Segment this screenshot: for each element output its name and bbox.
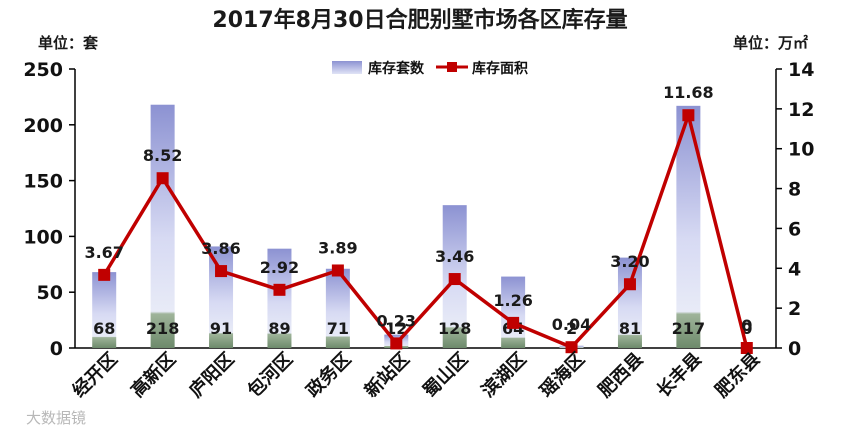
line-marker [331, 264, 344, 277]
legend-line-label: 库存面积 [472, 60, 528, 77]
line-value-label: 3.20 [610, 252, 649, 271]
x-axis-label: 包河区 [243, 348, 297, 402]
bar-value-label: 0 [741, 319, 752, 338]
left-tick-label: 150 [23, 171, 63, 193]
legend-line-marker [447, 62, 457, 72]
bar-value-labels: 6821891897112128642812170 [93, 319, 752, 338]
left-axis-ticks: 0 50 100 150 200 250 [23, 59, 75, 360]
right-tick-label: 8 [788, 179, 801, 201]
line-value-label: 0.23 [377, 311, 416, 330]
line-value-label: 3.46 [435, 247, 474, 266]
right-tick-label: 4 [788, 258, 801, 280]
left-tick-label: 200 [23, 115, 63, 137]
bar [267, 248, 292, 348]
x-axis-label: 政务区 [302, 348, 356, 402]
line-marker [390, 337, 403, 350]
line-marker [98, 268, 111, 281]
right-axis-ticks: 0 2 4 6 8 10 12 14 [776, 59, 814, 360]
line-value-label: 0.04 [552, 315, 591, 334]
line-marker [273, 283, 286, 296]
legend-bar-label: 库存套数 [368, 60, 425, 77]
x-axis-label: 经开区 [68, 348, 122, 402]
x-axis-label: 长丰县 [652, 348, 706, 402]
line-value-label: 1.26 [493, 291, 532, 310]
bar-value-label: 89 [268, 319, 290, 338]
x-axis-labels: 经开区 高新区 庐阳区 包河区 政务区 新站区 蜀山区 滨湖区 瑶海区 肥西县 长丰县 肥东县 [68, 348, 764, 402]
right-tick-label: 0 [788, 338, 801, 360]
line-value-label: 8.52 [143, 146, 182, 165]
left-tick-label: 100 [23, 226, 63, 248]
right-tick-label: 12 [788, 99, 814, 121]
legend: 库存套数 库存面积 [332, 60, 528, 77]
right-tick-label: 14 [788, 59, 814, 81]
line-value-label: 3.86 [201, 239, 240, 258]
left-tick-label: 250 [23, 59, 63, 81]
line-marker [740, 342, 753, 354]
line-marker [507, 316, 520, 329]
x-axis-label: 高新区 [126, 348, 180, 402]
line-value-label: 0 [741, 316, 752, 335]
x-axis-label: 庐阳区 [185, 348, 239, 402]
bar-value-label: 91 [210, 319, 232, 338]
bar [92, 272, 117, 348]
line-marker [565, 341, 578, 354]
right-tick-label: 6 [788, 218, 801, 240]
line-value-label: 11.68 [663, 83, 714, 102]
x-axis-label: 滨湖区 [477, 348, 531, 402]
left-tick-label: 50 [37, 282, 63, 304]
area-line [102, 113, 749, 349]
x-axis-label: 肥东县 [710, 348, 764, 402]
line-marker [156, 172, 169, 185]
left-tick-label: 0 [50, 338, 63, 360]
bar-value-label: 218 [146, 319, 179, 338]
line-value-labels: 3.67 8.52 3.86 2.92 3.89 0.23 3.46 1.26 0.04 3.20… [84, 83, 752, 335]
chart-title: 2017年8月30日合肥别墅市场各区库存量 [212, 7, 627, 33]
bar-value-label: 12 [385, 319, 407, 338]
x-axis-label: 瑶海区 [535, 348, 589, 402]
bar [150, 104, 175, 348]
bar-value-label: 217 [672, 319, 705, 338]
bar [617, 257, 642, 348]
bar [501, 276, 526, 348]
bar-value-label: 128 [438, 319, 471, 338]
bar-value-label: 81 [619, 319, 641, 338]
x-axis-label: 新站区 [360, 348, 414, 402]
line-value-label: 3.67 [84, 243, 123, 262]
legend-bar-swatch [332, 61, 362, 74]
x-axis-label: 蜀山区 [419, 349, 472, 402]
bar-value-label: 68 [93, 319, 115, 338]
line-value-label: 2.92 [260, 258, 299, 277]
right-tick-label: 10 [788, 139, 814, 161]
line-series [98, 109, 753, 354]
bar-series [92, 104, 701, 348]
bar-value-label: 71 [327, 319, 349, 338]
line-marker [623, 278, 636, 291]
left-axis-unit: 单位：套 [38, 34, 99, 52]
right-axis-unit: 单位：万㎡ [733, 34, 808, 52]
right-tick-label: 2 [788, 298, 801, 320]
line-marker [215, 265, 228, 278]
bar [209, 246, 234, 348]
watermark: 大数据镜 [26, 409, 86, 427]
x-axis-label: 肥西县 [594, 349, 648, 403]
line-value-label: 3.89 [318, 238, 357, 257]
bar-value-label: 2 [566, 319, 577, 338]
line-marker [682, 109, 695, 122]
line-marker [448, 273, 461, 286]
